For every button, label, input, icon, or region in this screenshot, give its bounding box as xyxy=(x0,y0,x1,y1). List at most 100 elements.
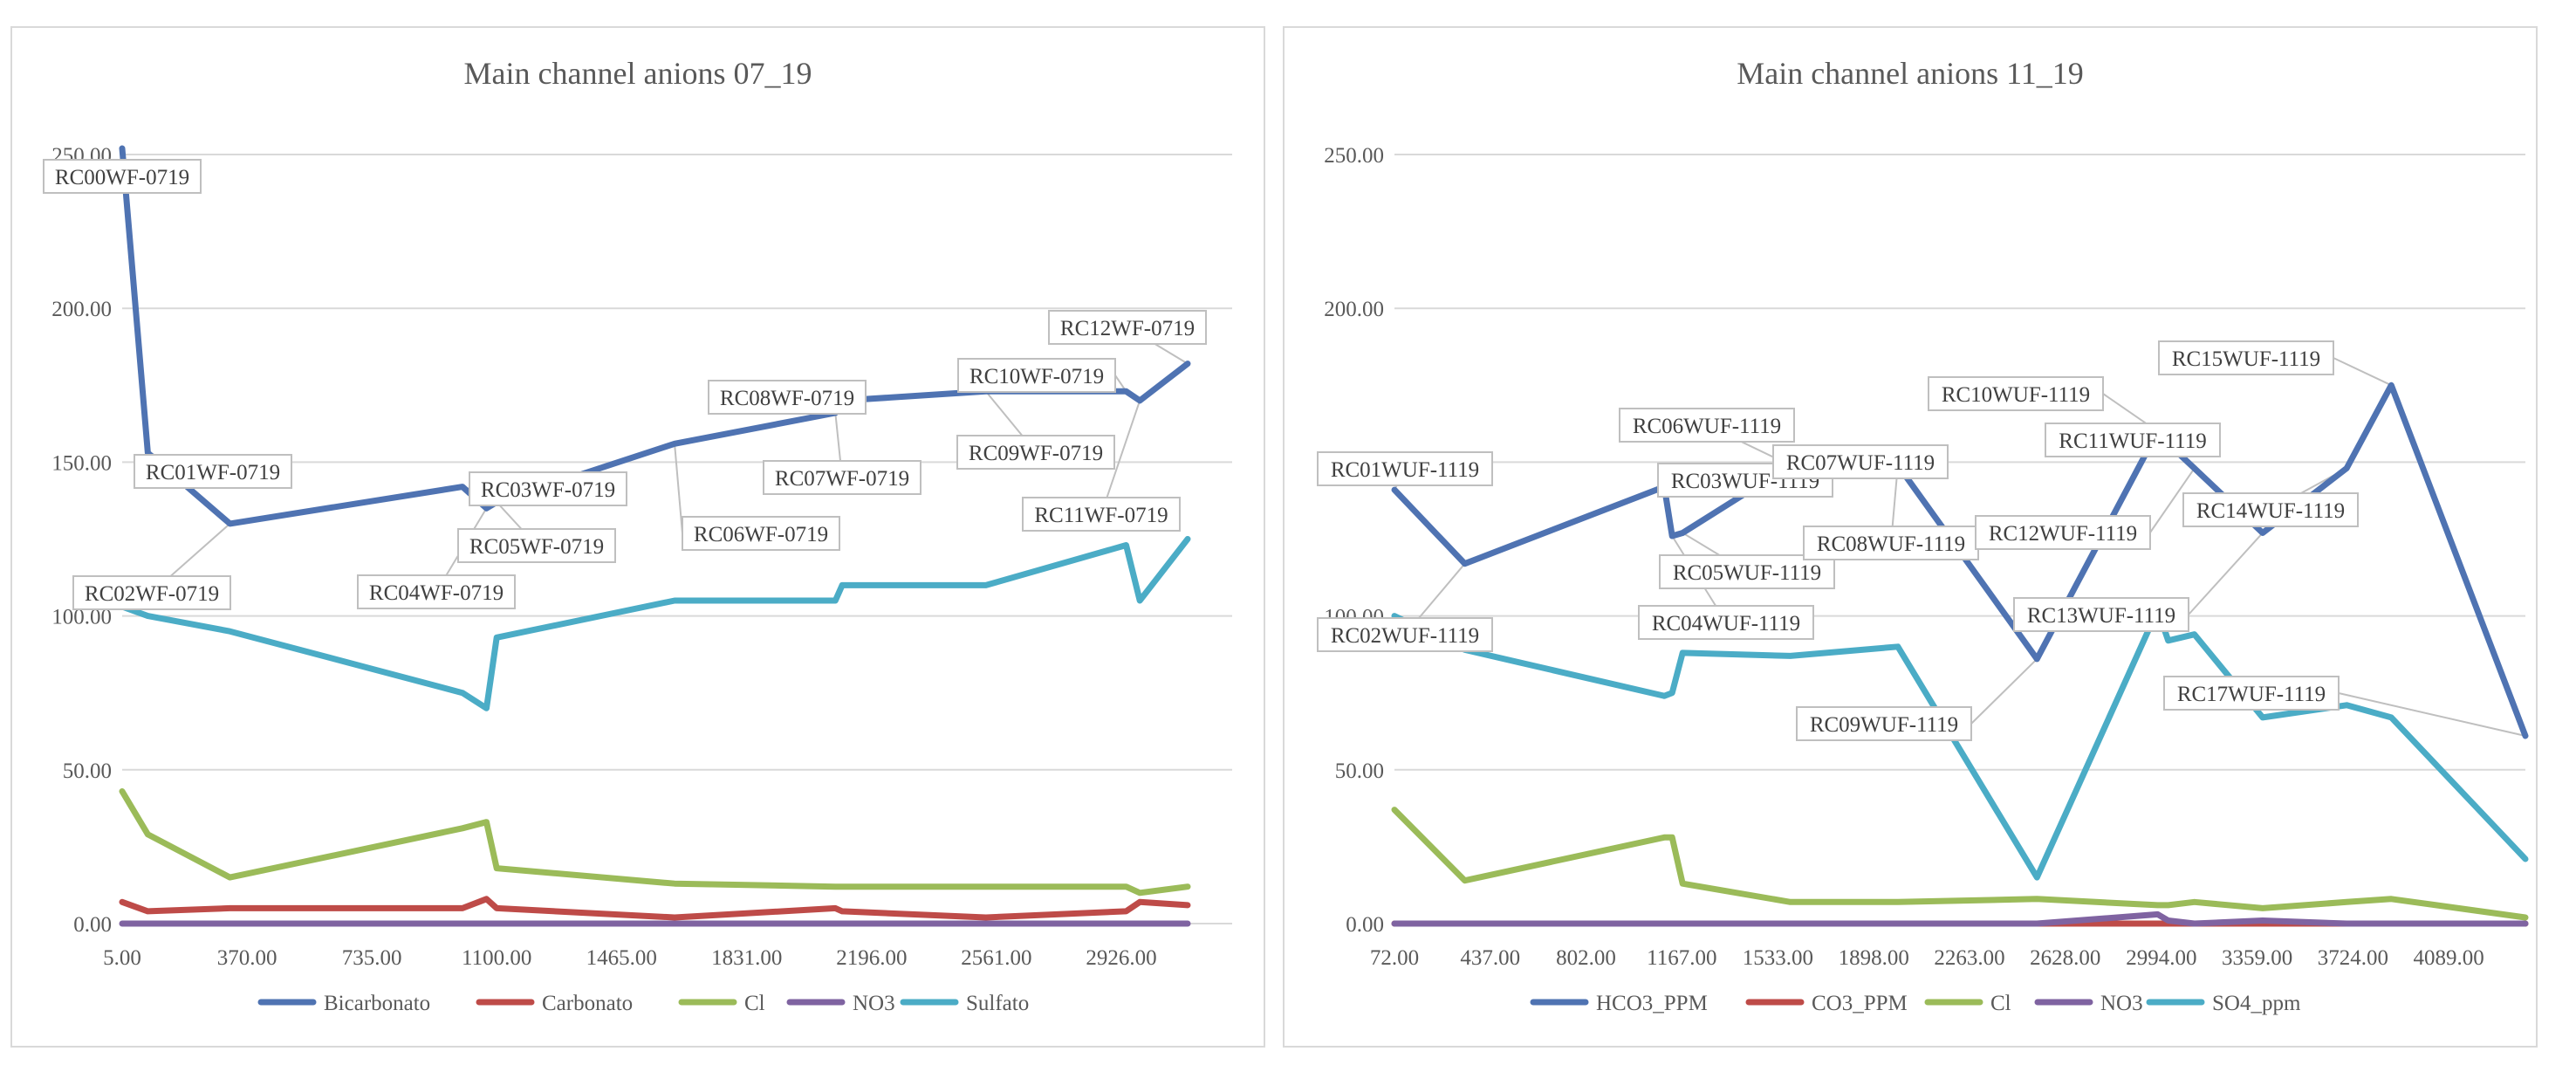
data-label-text: RC08WUF-1119 xyxy=(1817,532,1965,556)
data-label-text: RC13WUF-1119 xyxy=(2027,604,2175,628)
annotation-leader xyxy=(2149,467,2196,533)
data-label-box xyxy=(957,358,1116,393)
data-label-box xyxy=(469,471,627,506)
y-tick-label: 0.00 xyxy=(1346,913,1384,937)
data-label-text: RC06WUF-1119 xyxy=(1633,415,1781,438)
data-label-box xyxy=(1659,554,1835,589)
x-tick-label: 2561.00 xyxy=(961,946,1031,970)
annotation-leader xyxy=(1970,658,2038,725)
chart-panel-left: Main channel anions 07_19 0.00 50.00 100.00… xyxy=(10,26,1265,1048)
data-label-rc09wuf-1119: RC09WUF-1119 xyxy=(1796,706,1972,741)
data-label-box xyxy=(1796,706,1972,741)
data-label-text: RC11WF-0719 xyxy=(1034,504,1168,527)
chart-right: Main channel anions 11_190.0050.00100.00… xyxy=(1317,56,2529,1015)
x-tick-label: 5.00 xyxy=(103,946,141,970)
series-line-so4-ppm xyxy=(1391,607,2529,881)
data-label-rc09wf-0719: RC09WF-0719 xyxy=(956,435,1115,470)
data-label-box xyxy=(1638,605,1814,640)
data-label-text: RC11WUF-1119 xyxy=(2059,429,2206,453)
y-tick-label: 50.00 xyxy=(63,759,112,783)
legend-item-hco3-ppm: HCO3_PPM xyxy=(1530,992,1708,1015)
data-label-text: RC12WF-0719 xyxy=(1060,317,1195,340)
data-label-box xyxy=(2182,492,2359,527)
legend-item-bicarbonato: Bicarbonato xyxy=(257,992,430,1015)
data-label-rc07wuf-1119: RC07WUF-1119 xyxy=(1772,444,1949,479)
x-tick-label: 2926.00 xyxy=(1086,946,1156,970)
data-label-box xyxy=(2045,423,2221,457)
y-tick-label: 150.00 xyxy=(51,451,112,475)
x-tick-label: 3359.00 xyxy=(2222,946,2292,970)
data-label-text: RC07WF-0719 xyxy=(775,467,909,491)
data-label-text: RC09WUF-1119 xyxy=(1810,713,1958,737)
data-label-text: RC08WF-0719 xyxy=(720,387,854,410)
x-tick-label: 2196.00 xyxy=(836,946,907,970)
data-label-rc03wf-0719: RC03WF-0719 xyxy=(469,471,627,506)
data-label-text: RC07WUF-1119 xyxy=(1786,451,1935,475)
series-line-cl xyxy=(1391,807,2529,921)
data-label-rc11wuf-1119: RC11WUF-1119 xyxy=(2045,423,2221,457)
annotation-leader xyxy=(2338,692,2526,738)
legend-item-no3: NO3 xyxy=(2034,992,2143,1015)
data-label-rc08wf-0719: RC08WF-0719 xyxy=(708,380,867,415)
data-label-box xyxy=(1022,497,1181,532)
data-label-box xyxy=(708,380,867,415)
data-label-rc11wf-0719: RC11WF-0719 xyxy=(1022,497,1181,532)
data-label-rc05wuf-1119: RC05WUF-1119 xyxy=(1659,554,1835,589)
data-label-box xyxy=(357,574,516,609)
legend-item-no3: NO3 xyxy=(786,992,895,1015)
legend-item-cl: Cl xyxy=(678,992,765,1015)
data-label-rc02wuf-1119: RC02WUF-1119 xyxy=(1317,617,1493,652)
data-label-rc10wf-0719: RC10WF-0719 xyxy=(957,358,1116,393)
legend-label: HCO3_PPM xyxy=(1596,992,1708,1015)
data-label-text: RC01WF-0719 xyxy=(146,461,280,484)
data-label-box xyxy=(1619,408,1795,443)
data-label-box xyxy=(2158,340,2334,375)
data-label-rc15wuf-1119: RC15WUF-1119 xyxy=(2158,340,2334,375)
data-label-rc04wuf-1119: RC04WUF-1119 xyxy=(1638,605,1814,640)
data-label-box xyxy=(1803,526,1979,560)
x-tick-label: 1831.00 xyxy=(711,946,782,970)
data-label-text: RC02WUF-1119 xyxy=(1331,624,1479,648)
data-label-box xyxy=(682,516,840,551)
data-label-box xyxy=(956,435,1115,470)
data-label-box xyxy=(1317,617,1493,652)
data-label-box xyxy=(1048,310,1207,345)
series-line-no3 xyxy=(1391,910,2529,927)
series-line-bicarbonato xyxy=(119,145,1191,527)
legend-label: Bicarbonato xyxy=(324,992,430,1015)
data-label-text: RC04WF-0719 xyxy=(369,581,504,605)
legend-label: Sulfato xyxy=(966,992,1029,1015)
legend-item-so4-ppm: SO4_ppm xyxy=(2146,992,2301,1015)
x-tick-label: 3724.00 xyxy=(2318,946,2388,970)
chart-title: Main channel anions 11_19 xyxy=(1737,56,2084,91)
data-label-rc07wf-0719: RC07WF-0719 xyxy=(763,460,921,495)
legend-label: NO3 xyxy=(2100,992,2143,1015)
data-label-text: RC15WUF-1119 xyxy=(2172,347,2320,371)
x-tick-label: 1100.00 xyxy=(462,946,531,970)
x-tick-label: 2628.00 xyxy=(2030,946,2100,970)
data-label-text: RC03WF-0719 xyxy=(481,478,615,502)
chart-title: Main channel anions 07_19 xyxy=(464,56,812,91)
data-label-rc06wf-0719: RC06WF-0719 xyxy=(682,516,840,551)
data-label-text: RC02WF-0719 xyxy=(85,582,219,606)
data-label-text: RC05WUF-1119 xyxy=(1673,561,1821,585)
data-label-text: RC12WUF-1119 xyxy=(1989,522,2137,546)
data-label-rc10wuf-1119: RC10WUF-1119 xyxy=(1928,376,2104,411)
data-label-text: RC05WF-0719 xyxy=(469,535,604,559)
data-label-rc02wf-0719: RC02WF-0719 xyxy=(72,575,231,610)
x-tick-label: 1167.00 xyxy=(1647,946,1716,970)
data-label-text: RC10WF-0719 xyxy=(969,365,1104,388)
data-label-box xyxy=(2013,597,2189,632)
data-label-rc06wuf-1119: RC06WUF-1119 xyxy=(1619,408,1795,443)
x-tick-label: 2994.00 xyxy=(2126,946,2196,970)
chart-left: Main channel anions 07_190.0050.00100.00… xyxy=(43,56,1232,1015)
data-label-text: RC10WUF-1119 xyxy=(1942,383,2090,407)
data-label-box xyxy=(72,575,231,610)
x-tick-label: 4089.00 xyxy=(2414,946,2484,970)
data-label-box xyxy=(1317,451,1493,486)
data-label-text: RC04WUF-1119 xyxy=(1652,612,1800,636)
x-tick-label: 802.00 xyxy=(1556,946,1616,970)
y-tick-label: 250.00 xyxy=(1324,144,1384,168)
data-label-box xyxy=(1975,515,2151,550)
legend-label: CO3_PPM xyxy=(1812,992,1908,1015)
